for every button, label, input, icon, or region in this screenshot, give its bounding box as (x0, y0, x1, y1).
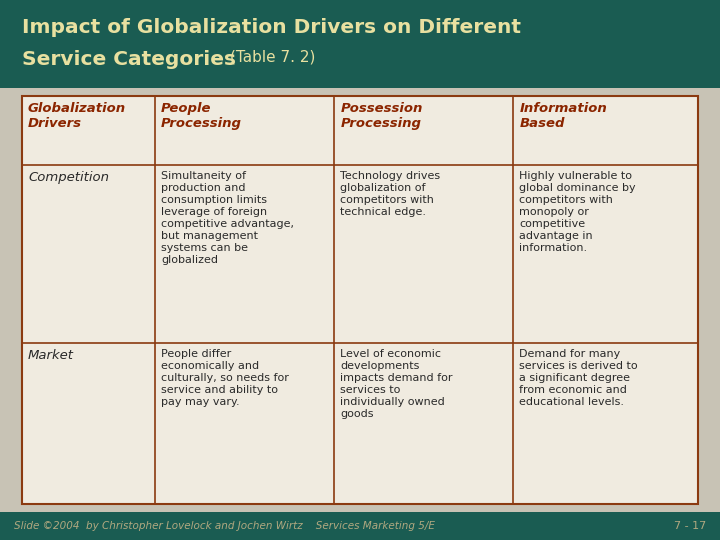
Text: Service Categories: Service Categories (22, 50, 243, 69)
Bar (22, 96, 698, 504)
Text: People
Processing: People Processing (161, 102, 242, 130)
Text: Simultaneity of
production and
consumption limits
leverage of foreign
competitiv: Simultaneity of production and consumpti… (161, 171, 294, 265)
Text: Slide ©2004  by Christopher Lovelock and Jochen Wirtz    Services Marketing 5/E: Slide ©2004 by Christopher Lovelock and … (14, 521, 435, 531)
Text: Level of economic
developments
impacts demand for
services to
individually owned: Level of economic developments impacts d… (341, 349, 453, 420)
Text: Demand for many
services is derived to
a significant degree
from economic and
ed: Demand for many services is derived to a… (519, 349, 638, 408)
Text: Impact of Globalization Drivers on Different: Impact of Globalization Drivers on Diffe… (22, 18, 521, 37)
Text: (Table 7. 2): (Table 7. 2) (230, 50, 315, 65)
Text: Globalization
Drivers: Globalization Drivers (28, 102, 126, 130)
Text: Technology drives
globalization of
competitors with
technical edge.: Technology drives globalization of compe… (341, 171, 441, 217)
Bar (0, 0, 720, 88)
Text: People differ
economically and
culturally, so needs for
service and ability to
p: People differ economically and culturall… (161, 349, 289, 408)
Text: 7 - 17: 7 - 17 (674, 521, 706, 531)
Text: Competition: Competition (28, 171, 109, 184)
Text: Highly vulnerable to
global dominance by
competitors with
monopoly or
competitiv: Highly vulnerable to global dominance by… (519, 171, 636, 253)
Bar (0, 512, 720, 540)
Text: Market: Market (28, 349, 74, 362)
Text: Possession
Processing: Possession Processing (341, 102, 423, 130)
Text: Information
Based: Information Based (519, 102, 607, 130)
